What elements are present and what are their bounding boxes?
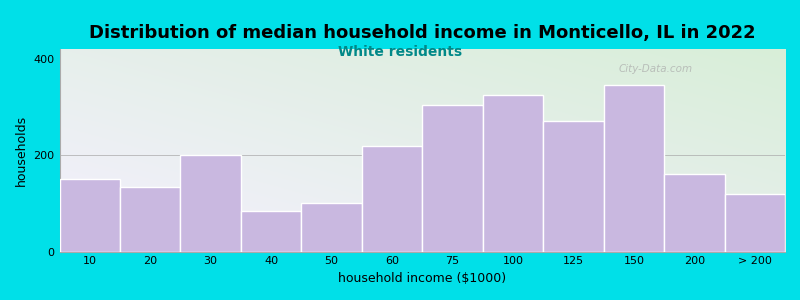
Bar (241, 211, 302, 252)
Bar (422, 104, 482, 252)
Text: City-Data.com: City-Data.com (618, 64, 692, 74)
Bar (120, 187, 181, 252)
Y-axis label: households: households (15, 115, 28, 186)
Bar (664, 175, 725, 252)
Bar (543, 122, 604, 252)
Text: White residents: White residents (338, 46, 462, 59)
Bar (362, 146, 422, 252)
Bar (604, 85, 664, 252)
Bar (302, 203, 362, 252)
Bar (482, 95, 543, 252)
X-axis label: household income ($1000): household income ($1000) (338, 272, 506, 285)
Bar (59, 179, 120, 252)
Title: Distribution of median household income in Monticello, IL in 2022: Distribution of median household income … (89, 24, 755, 42)
Bar (181, 155, 241, 252)
Bar (725, 194, 785, 252)
